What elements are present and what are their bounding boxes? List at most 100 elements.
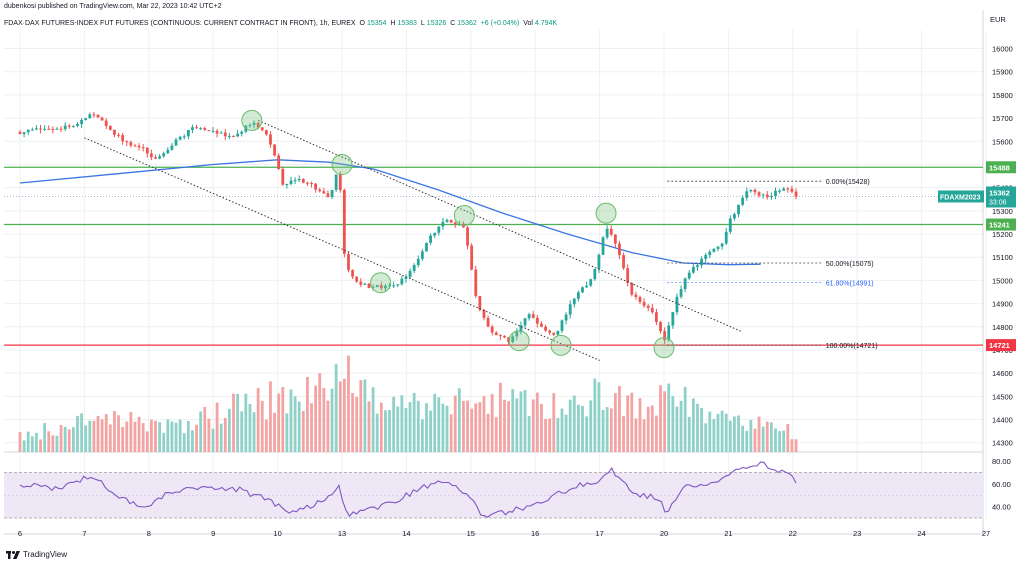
volume-bar — [457, 388, 461, 452]
candle-body — [790, 188, 794, 192]
candle-body — [55, 128, 59, 130]
candle-body — [388, 285, 391, 287]
candle-body — [778, 190, 781, 192]
candle-body — [35, 128, 38, 130]
price-tick-label: 15700 — [992, 114, 1013, 123]
candle-body — [753, 189, 757, 193]
volume-bar — [170, 421, 174, 452]
fib-level-label: 50.00%(15075) — [826, 261, 874, 268]
candle-body — [166, 149, 170, 154]
volume-bar — [347, 355, 350, 452]
candle-body — [330, 189, 334, 198]
volume-bar — [384, 410, 387, 452]
candle-body — [782, 188, 786, 191]
volume-bar — [338, 381, 342, 452]
volume-bar — [531, 399, 535, 452]
volume-bar — [572, 395, 576, 452]
candle-body — [51, 129, 55, 131]
volume-bar — [733, 416, 736, 452]
candle-body — [601, 237, 605, 255]
volume-bar — [223, 417, 227, 452]
candle-body — [425, 242, 428, 252]
volume-bar — [581, 405, 584, 452]
volume-bar — [232, 393, 235, 452]
candle-body — [712, 248, 716, 252]
volume-bar — [55, 435, 59, 452]
volume-bar — [511, 389, 515, 452]
time-tick-label: 24 — [917, 529, 925, 538]
candle-body — [745, 191, 749, 198]
candle-body — [322, 191, 326, 194]
volume-bar — [527, 416, 531, 452]
candle-body — [774, 190, 777, 197]
volume-bar — [708, 411, 712, 452]
volume-bar — [523, 389, 527, 452]
volume-bar — [186, 421, 190, 452]
volume-bar — [642, 419, 646, 452]
candle-body — [794, 191, 798, 197]
candle-body — [605, 228, 609, 238]
candle-body — [511, 336, 515, 343]
candle-body — [236, 133, 240, 137]
candle-body — [552, 332, 556, 335]
price-tick-label: 14300 — [992, 439, 1013, 448]
volume-bar — [121, 427, 125, 452]
volume-bar — [178, 419, 182, 452]
volume-bar — [667, 383, 671, 452]
candle-body — [675, 296, 679, 313]
published-caption: dubenkosi published on TradingView.com, … — [4, 3, 222, 10]
trend-line-lower — [84, 137, 600, 361]
volume-bar — [486, 413, 490, 452]
candle-body — [170, 145, 174, 150]
volume-bar — [301, 410, 305, 452]
time-tick-label: 8 — [147, 529, 151, 538]
candle-body — [256, 122, 260, 128]
candle-body — [494, 332, 498, 336]
volume-bar — [100, 419, 104, 452]
volume-bar — [626, 395, 630, 452]
volume-bar — [228, 408, 231, 452]
volume-bar — [269, 381, 272, 452]
candle-body — [531, 314, 535, 318]
symbol-tag-label: FDAXM2023 — [940, 194, 981, 201]
candle-body — [338, 174, 342, 191]
candle-body — [273, 144, 276, 156]
time-tick-label: 10 — [273, 529, 281, 538]
level-axis-tag-label: 15241 — [989, 221, 1010, 230]
volume-bar — [96, 415, 100, 452]
rsi-line — [19, 461, 797, 518]
candle-body — [310, 183, 313, 185]
volume-bar — [646, 406, 650, 452]
candle-body — [655, 312, 658, 323]
candle-body — [577, 292, 580, 299]
candle-body — [507, 337, 511, 343]
volume-bar — [285, 413, 289, 452]
candle-body — [400, 278, 404, 285]
volume-bar — [470, 408, 474, 452]
candle-body — [297, 179, 301, 181]
volume-bar — [43, 423, 47, 452]
volume-bar — [577, 404, 580, 452]
candle-body — [683, 278, 687, 290]
candle-body — [47, 128, 51, 130]
candle-body — [113, 129, 116, 135]
time-tick-label: 23 — [853, 529, 861, 538]
candle-body — [412, 264, 416, 271]
volume-bar — [782, 430, 786, 452]
volume-bar — [35, 432, 38, 452]
candle-body — [211, 130, 215, 132]
level-axis-tag-label: 15488 — [989, 163, 1010, 172]
time-tick-label: 27 — [982, 529, 990, 538]
symbol-title: FDAX·DAX FUTURES-INDEX FUT FUTURES (CONT… — [4, 20, 356, 27]
price-tick-label: 14800 — [992, 323, 1013, 332]
volume-bar — [757, 416, 761, 452]
volume-bar — [400, 395, 404, 452]
candle-body — [544, 326, 547, 331]
volume-bar — [700, 407, 703, 452]
volume-bar — [778, 431, 781, 452]
volume-bar — [326, 400, 330, 452]
tradingview-logo[interactable]: TradingView — [6, 550, 67, 559]
volume-bar — [149, 419, 153, 452]
volume-bar — [412, 392, 416, 452]
